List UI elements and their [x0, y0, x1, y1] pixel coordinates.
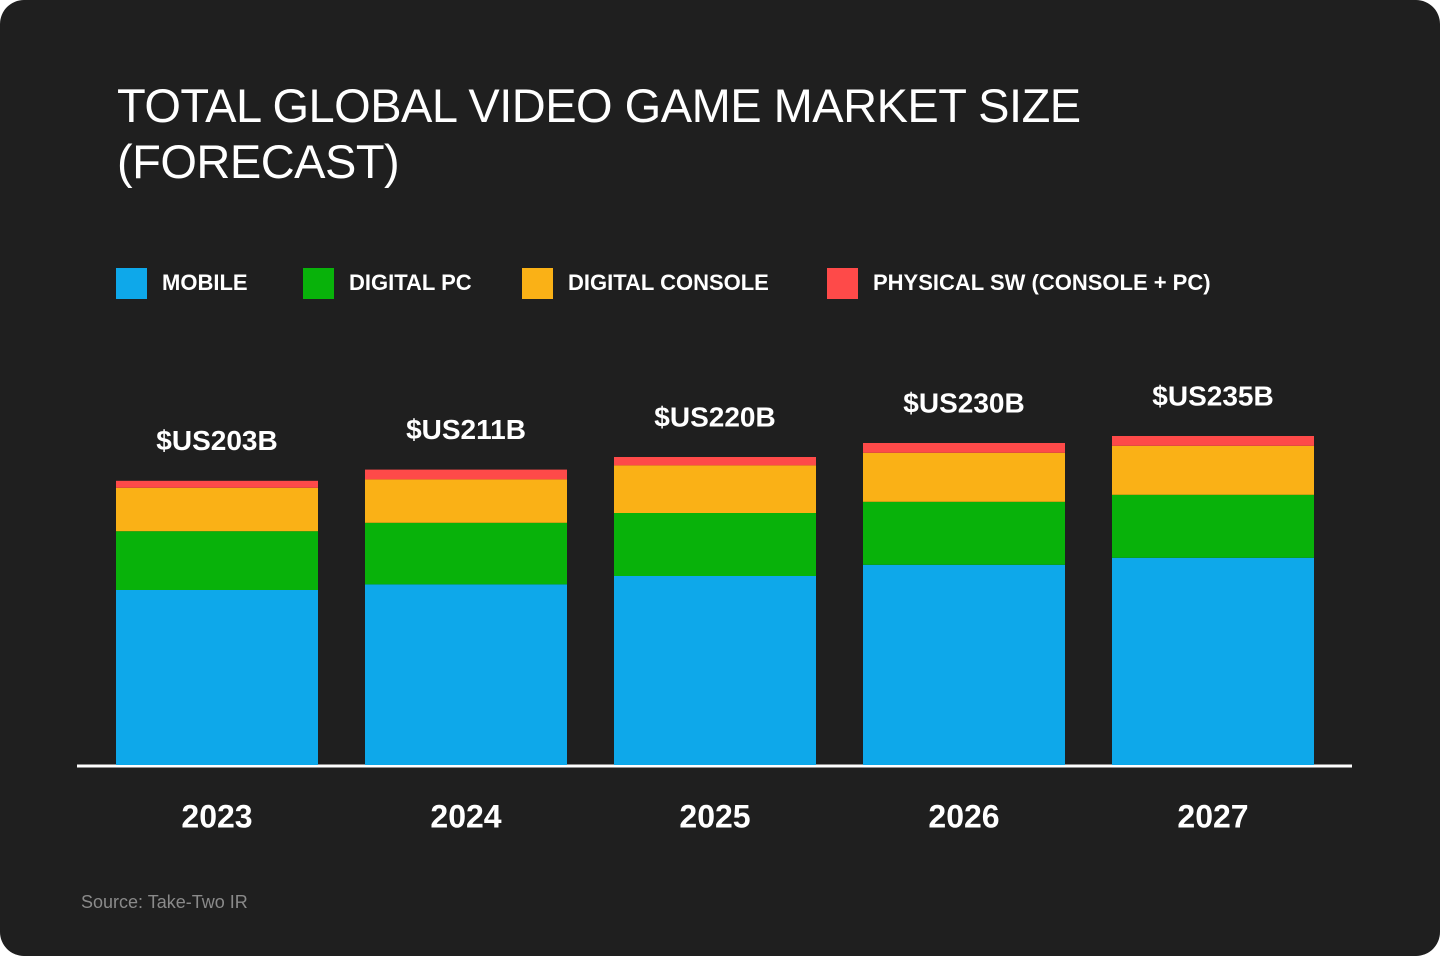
bar-segment: [365, 522, 567, 585]
legend-swatch: [116, 268, 147, 299]
bar-segment: [614, 457, 816, 466]
legend-swatch: [303, 268, 334, 299]
year-label: 2024: [430, 798, 501, 834]
bar-segment: [365, 479, 567, 523]
bar-segment: [863, 564, 1065, 765]
bar-segment: [116, 590, 318, 765]
bar-segment: [863, 452, 1065, 502]
total-label: $US203B: [156, 425, 277, 456]
total-label: $US230B: [903, 387, 1024, 418]
year-label: 2025: [679, 798, 750, 834]
bar-segment: [116, 487, 318, 532]
chart-title: TOTAL GLOBAL VIDEO GAME MARKET SIZE (FOR…: [117, 79, 1081, 188]
bar-segment: [614, 576, 816, 765]
bar-segment: [863, 443, 1065, 453]
bar-segment: [614, 513, 816, 576]
bar-segment: [365, 469, 567, 480]
legend-swatch: [827, 268, 858, 299]
bar-segment: [365, 584, 567, 765]
year-label: 2027: [1177, 798, 1248, 834]
bar-segment: [116, 531, 318, 590]
bar-segment: [1112, 436, 1314, 446]
total-label: $US220B: [654, 401, 775, 432]
bar-segment: [1112, 494, 1314, 558]
legend-label: MOBILE: [162, 270, 248, 295]
legend-label: DIGITAL PC: [349, 270, 472, 295]
bar-segment: [1112, 445, 1314, 495]
bar-segment: [614, 465, 816, 513]
year-label: 2026: [928, 798, 999, 834]
legend-swatch: [522, 268, 553, 299]
source: Source: Take-Two IR: [81, 892, 248, 912]
legend-label: PHYSICAL SW (CONSOLE + PC): [873, 270, 1211, 295]
bar-segment: [1112, 557, 1314, 765]
year-label: 2023: [181, 798, 252, 834]
bar-segment: [863, 501, 1065, 565]
legend-label: DIGITAL CONSOLE: [568, 270, 769, 295]
total-label: $US211B: [406, 414, 526, 445]
bar-segment: [116, 480, 318, 488]
total-label: $US235B: [1152, 380, 1273, 411]
